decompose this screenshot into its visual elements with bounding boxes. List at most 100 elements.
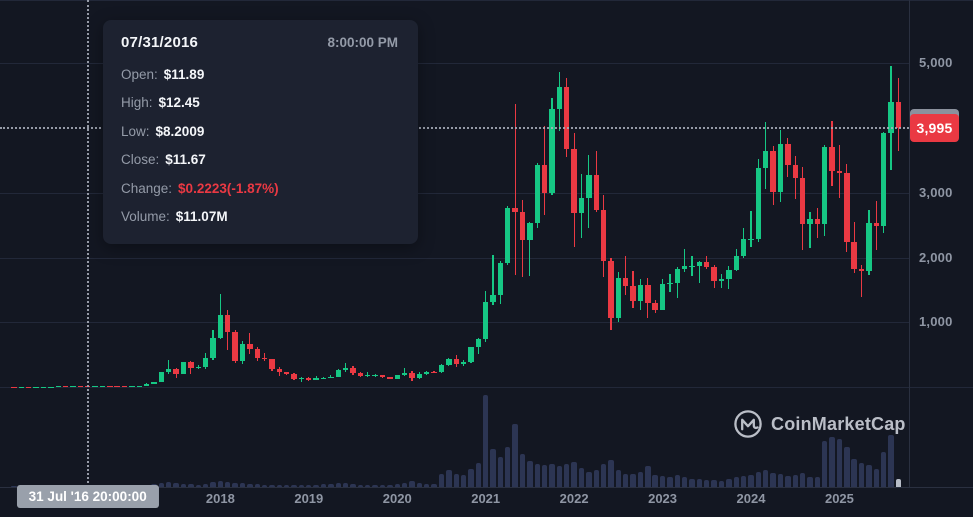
volume-bar[interactable] — [210, 482, 216, 487]
candle-body[interactable] — [740, 239, 747, 256]
candle-wick[interactable] — [190, 361, 192, 374]
volume-bar[interactable] — [630, 474, 636, 487]
volume-bar[interactable] — [276, 485, 282, 487]
candle-body[interactable] — [888, 102, 894, 133]
volume-bar[interactable] — [534, 464, 540, 487]
candle-body[interactable] — [763, 150, 769, 168]
candle-body[interactable] — [578, 198, 585, 214]
volume-bar[interactable] — [711, 480, 717, 487]
candle-body[interactable] — [866, 223, 872, 271]
volume-bar[interactable] — [482, 395, 489, 487]
candle-wick[interactable] — [197, 364, 199, 370]
candle-body[interactable] — [247, 343, 253, 350]
candle-body[interactable] — [858, 269, 865, 271]
candle-body[interactable] — [92, 386, 98, 388]
candle-body[interactable] — [121, 386, 128, 388]
volume-bar[interactable] — [718, 481, 725, 487]
candle-body[interactable] — [807, 218, 813, 225]
candle-body[interactable] — [497, 262, 504, 296]
candle-wick[interactable] — [404, 368, 406, 376]
volume-bar[interactable] — [836, 439, 843, 487]
volume-bar[interactable] — [696, 479, 703, 487]
volume-bar[interactable] — [438, 474, 445, 487]
candle-body[interactable] — [188, 362, 194, 368]
volume-bar[interactable] — [844, 447, 850, 487]
volume-bar[interactable] — [733, 477, 739, 487]
candle-body[interactable] — [446, 359, 452, 365]
candle-body[interactable] — [748, 239, 754, 241]
candle-body[interactable] — [217, 314, 224, 339]
volume-bar[interactable] — [785, 476, 791, 487]
volume-bar[interactable] — [895, 479, 902, 487]
volume-bar[interactable] — [225, 482, 231, 487]
candle-body[interactable] — [689, 265, 695, 267]
volume-bar[interactable] — [527, 461, 533, 487]
volume-bar[interactable] — [11, 486, 17, 487]
candle-body[interactable] — [600, 210, 607, 262]
volume-bar[interactable] — [586, 472, 592, 487]
candle-wick[interactable] — [367, 372, 369, 378]
candle-body[interactable] — [350, 368, 356, 373]
candle-body[interactable] — [829, 147, 835, 172]
volume-bar[interactable] — [269, 484, 275, 487]
candle-body[interactable] — [291, 374, 297, 380]
candle-body[interactable] — [70, 386, 76, 388]
volume-bar[interactable] — [460, 475, 467, 487]
volume-bar[interactable] — [608, 460, 614, 487]
candle-body[interactable] — [136, 386, 142, 387]
candle-body[interactable] — [799, 177, 806, 225]
candle-wick[interactable] — [492, 254, 494, 305]
candle-body[interactable] — [48, 386, 54, 388]
volume-bar[interactable] — [689, 479, 695, 487]
volume-bar[interactable] — [431, 484, 437, 487]
candle-body[interactable] — [608, 261, 614, 318]
volume-bar[interactable] — [571, 462, 577, 487]
volume-bar[interactable] — [681, 477, 688, 487]
volume-bar[interactable] — [490, 449, 496, 487]
volume-bar[interactable] — [799, 473, 806, 487]
volume-bar[interactable] — [505, 447, 511, 487]
volume-bar[interactable] — [593, 470, 599, 487]
candle-wick[interactable] — [433, 370, 435, 373]
volume-bar[interactable] — [320, 484, 327, 487]
volume-bar[interactable] — [409, 481, 415, 487]
candle-body[interactable] — [667, 283, 673, 285]
candle-body[interactable] — [357, 372, 364, 376]
volume-bar[interactable] — [763, 470, 769, 487]
candle-body[interactable] — [438, 364, 445, 373]
candle-body[interactable] — [541, 164, 548, 193]
candle-body[interactable] — [409, 372, 415, 379]
volume-bar[interactable] — [564, 464, 570, 487]
candle-body[interactable] — [468, 347, 474, 362]
candle-body[interactable] — [549, 109, 555, 193]
volume-bar[interactable] — [652, 475, 658, 487]
volume-bar[interactable] — [880, 452, 887, 487]
volume-bar[interactable] — [873, 469, 879, 487]
volume-bar[interactable] — [519, 454, 526, 487]
candle-body[interactable] — [401, 372, 408, 376]
candle-body[interactable] — [269, 359, 275, 369]
candle-body[interactable] — [475, 339, 481, 348]
candle-body[interactable] — [571, 148, 577, 214]
volume-bar[interactable] — [365, 484, 371, 487]
candle-body[interactable] — [482, 301, 489, 340]
candle-body[interactable] — [379, 375, 386, 378]
candle-body[interactable] — [114, 386, 120, 388]
volume-bar[interactable] — [659, 476, 666, 487]
candle-body[interactable] — [77, 386, 84, 388]
volume-bar[interactable] — [232, 483, 238, 487]
candle-body[interactable] — [873, 223, 879, 227]
candle-body[interactable] — [18, 386, 25, 388]
volume-bar[interactable] — [674, 475, 680, 487]
candle-body[interactable] — [210, 338, 216, 359]
volume-bar[interactable] — [173, 483, 179, 487]
volume-bar[interactable] — [888, 435, 894, 487]
candle-body[interactable] — [387, 377, 393, 379]
candle-body[interactable] — [99, 386, 106, 388]
candle-body[interactable] — [519, 211, 526, 240]
candle-body[interactable] — [726, 269, 732, 279]
candle-body[interactable] — [283, 372, 290, 375]
candle-body[interactable] — [298, 378, 305, 380]
candle-body[interactable] — [129, 386, 135, 388]
